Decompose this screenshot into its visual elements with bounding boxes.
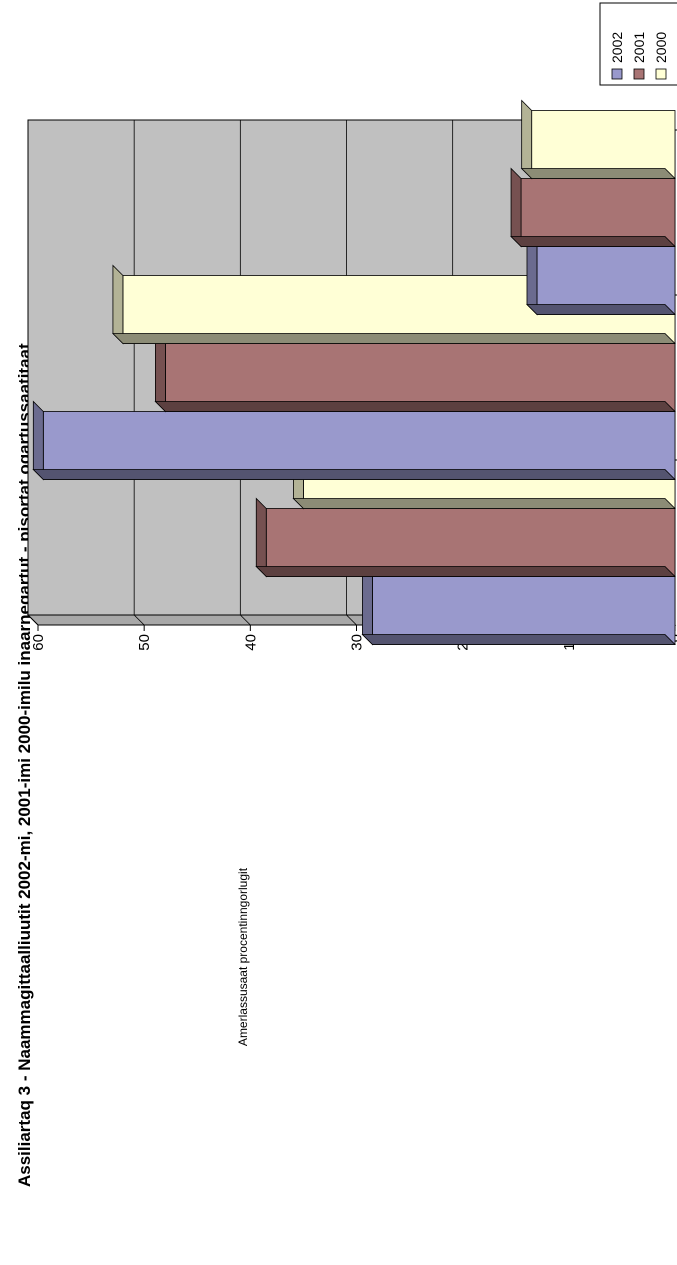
legend-label-2000: 2000 bbox=[653, 32, 669, 63]
bar-top-2001-2 bbox=[510, 167, 522, 248]
legend-swatch-2000 bbox=[655, 68, 667, 80]
bar-top-2000-1 bbox=[112, 264, 124, 345]
value-tick-label: 40 bbox=[242, 634, 259, 651]
bar-side-2001-1 bbox=[154, 401, 676, 412]
value-tick-label: 30 bbox=[349, 634, 366, 651]
bar-top-2001-1 bbox=[154, 332, 166, 413]
bar-side-2002-0 bbox=[361, 634, 676, 645]
bar-top-2001-0 bbox=[255, 497, 267, 578]
bar-top-2002-1 bbox=[32, 400, 44, 481]
legend: 2002 2001 2000 bbox=[599, 2, 677, 86]
bar-side-2001-0 bbox=[255, 566, 676, 577]
bar-top-2002-2 bbox=[526, 235, 538, 316]
chart-root: Assiliartaq 3 - Naammagittaalliuutit 200… bbox=[15, 2, 677, 1187]
plot-area: 0102030405060Namm. Oqartussat sulifiutaa… bbox=[26, 99, 677, 651]
bar-side-2002-2 bbox=[526, 304, 676, 315]
value-tick-label: 50 bbox=[136, 634, 153, 651]
value-axis-title: Amerlassusaat procentinngorlugit bbox=[236, 867, 250, 1046]
legend-label-2002: 2002 bbox=[609, 32, 625, 63]
gridline-depth bbox=[133, 614, 145, 626]
legend-label-2001: 2001 bbox=[631, 32, 647, 63]
bar-top-2000-2 bbox=[521, 99, 533, 180]
gridline-depth bbox=[346, 614, 357, 626]
value-tick-label: 60 bbox=[30, 634, 47, 651]
bar-side-2002-1 bbox=[32, 469, 676, 480]
bar-side-2000-0 bbox=[292, 498, 676, 509]
legend-box bbox=[599, 2, 677, 86]
bar-side-2000-2 bbox=[520, 168, 676, 179]
bar-top-2002-0 bbox=[362, 565, 373, 646]
legend-swatch-2002 bbox=[611, 68, 623, 80]
gridline-depth bbox=[27, 614, 39, 626]
bar-side-2000-1 bbox=[111, 333, 676, 344]
gridline-depth bbox=[240, 614, 251, 626]
bar-side-2001-2 bbox=[510, 236, 676, 247]
legend-swatch-2001 bbox=[633, 68, 645, 80]
